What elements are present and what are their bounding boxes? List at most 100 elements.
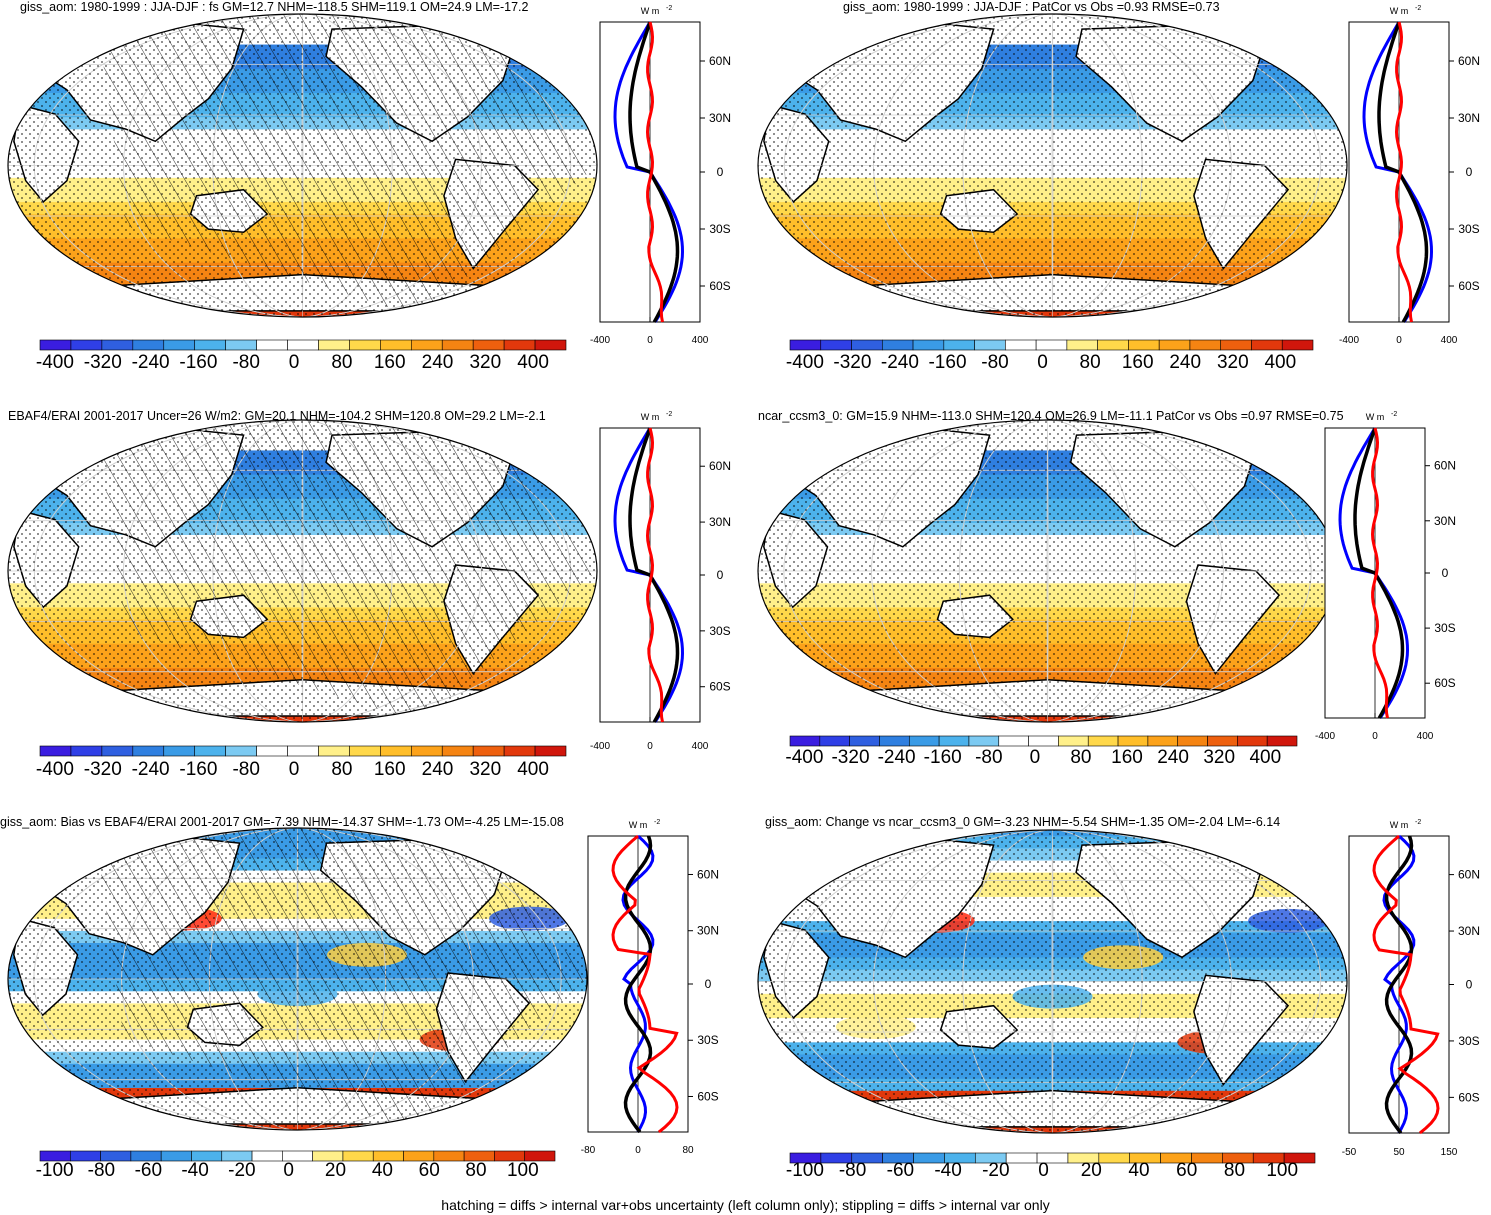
colorbar-swatch bbox=[70, 745, 103, 757]
zonal-curve-black bbox=[1353, 427, 1405, 719]
colorbar-label: -400 bbox=[36, 759, 74, 780]
colorbar-swatch bbox=[974, 339, 1006, 351]
colorbar-swatch bbox=[163, 745, 196, 757]
stipple-overlay bbox=[758, 420, 1337, 722]
colorbar-swatch bbox=[349, 745, 381, 757]
x-tick-label: -400 bbox=[1339, 335, 1359, 346]
colorbar-label: 0 bbox=[1038, 1160, 1049, 1181]
colorbar-label: 0 bbox=[289, 352, 300, 373]
zonal-curve-black bbox=[1384, 835, 1414, 1135]
colorbar-label: 240 bbox=[422, 352, 454, 373]
colorbar-label: -40 bbox=[181, 1160, 208, 1181]
colorbar-label: 80 bbox=[331, 759, 352, 780]
stipple-overlay bbox=[758, 14, 1347, 317]
colorbar-label: 60 bbox=[1176, 1160, 1197, 1181]
lat-tick-label: 60S bbox=[709, 279, 730, 293]
colorbar-swatch bbox=[1207, 735, 1238, 747]
colorbar-swatch bbox=[70, 339, 103, 351]
zonal-unit-exponent: -2 bbox=[666, 411, 672, 418]
colorbar-swatch bbox=[534, 339, 567, 351]
colorbar-3: -400 -320 -240 -160 -80 0 80 160 240 320 400 bbox=[36, 745, 567, 780]
colorbar-swatch bbox=[441, 339, 474, 351]
x-tick-label: 150 bbox=[1441, 1147, 1458, 1158]
colorbar-swatch bbox=[503, 339, 536, 351]
colorbar-label: 320 bbox=[469, 759, 501, 780]
zonal-curve-red bbox=[611, 834, 679, 1134]
colorbar-swatch bbox=[132, 339, 165, 351]
colorbar-label: 320 bbox=[1203, 747, 1235, 768]
colorbar-swatch bbox=[1028, 735, 1059, 747]
lat-tick-label: 0 bbox=[705, 977, 712, 991]
zonal-unit-exponent: -2 bbox=[1415, 819, 1421, 826]
colorbar-1: -400 -320 -240 -160 -80 0 80 160 240 320 400 bbox=[36, 339, 567, 373]
colorbar-swatch bbox=[1005, 1152, 1038, 1164]
panel-5: giss_aom: Bias vs EBAF4/ERAI 2001-2017 G… bbox=[0, 810, 745, 1195]
colorbar-swatch bbox=[881, 339, 914, 351]
panel-title: giss_aom: Bias vs EBAF4/ERAI 2001-2017 G… bbox=[0, 815, 564, 829]
zonal-mean-plot-3: W m -2 60N 30N 0 30S 60S -400 0 400 bbox=[590, 411, 731, 752]
lat-tick-label: 30N bbox=[1458, 111, 1480, 125]
colorbar-label: 160 bbox=[1111, 747, 1143, 768]
map-panel-5 bbox=[7, 827, 588, 1131]
x-tick-label: -400 bbox=[590, 741, 610, 752]
zonal-mean-plot-2: W m -2 60N 30N 0 30S 60S -400 0 400 bbox=[1339, 5, 1480, 346]
colorbar-label: 80 bbox=[465, 1160, 486, 1181]
colorbar-swatch bbox=[1087, 735, 1119, 747]
zonal-curve-black bbox=[628, 21, 680, 323]
colorbar-swatch bbox=[1098, 1152, 1131, 1164]
colorbar-label: 400 bbox=[517, 759, 549, 780]
colorbar-swatch bbox=[132, 745, 165, 757]
zonal-curve-red bbox=[1372, 834, 1440, 1135]
colorbar-swatch bbox=[410, 745, 443, 757]
colorbar-label: 80 bbox=[1224, 1160, 1245, 1181]
lat-tick-label: 60S bbox=[1458, 1090, 1479, 1104]
colorbar-swatch bbox=[256, 745, 288, 757]
colorbar-label: -20 bbox=[228, 1160, 255, 1181]
x-tick-label: -400 bbox=[590, 335, 610, 346]
zonal-unit-exponent: -2 bbox=[666, 5, 672, 12]
colorbar-6: -100 -80 -60 -40 -20 0 20 40 60 80 100 bbox=[786, 1152, 1316, 1181]
colorbar-label: -400 bbox=[36, 352, 74, 373]
colorbar-label: 400 bbox=[517, 352, 549, 373]
x-tick-label: 400 bbox=[1417, 731, 1434, 742]
colorbar-label: 60 bbox=[419, 1160, 440, 1181]
zonal-mean-plot-1: W m -2 60N 30N 0 30S 60S -400 0 400 bbox=[590, 5, 731, 346]
colorbar-swatch bbox=[380, 745, 412, 757]
colorbar-swatch bbox=[318, 745, 350, 757]
colorbar-swatch bbox=[1251, 339, 1283, 351]
x-tick-label: 400 bbox=[692, 335, 709, 346]
zonal-mean-plot-4: W m -2 60N 30N 0 30S 60S -400 0 400 bbox=[1315, 411, 1456, 742]
colorbar-label: 40 bbox=[372, 1160, 393, 1181]
x-tick-label: -80 bbox=[581, 1145, 596, 1156]
x-tick-label: -50 bbox=[1342, 1147, 1357, 1158]
map-panel-1 bbox=[7, 13, 598, 318]
colorbar-label: -20 bbox=[982, 1160, 1009, 1181]
colorbar-swatch bbox=[908, 735, 940, 747]
lat-tick-label: 0 bbox=[1466, 165, 1473, 179]
colorbar-swatch bbox=[1158, 339, 1191, 351]
colorbar-swatch bbox=[194, 339, 226, 351]
colorbar-label: 240 bbox=[1169, 352, 1201, 373]
lat-tick-label: 30S bbox=[709, 624, 730, 638]
colorbar-swatch bbox=[101, 339, 134, 351]
lat-tick-label: 60N bbox=[1434, 459, 1456, 473]
colorbar-swatch bbox=[349, 339, 381, 351]
x-tick-label: 80 bbox=[682, 1145, 694, 1156]
zonal-unit: W m bbox=[1390, 820, 1409, 830]
zonal-curve-red bbox=[1370, 427, 1389, 719]
lat-tick-label: 30N bbox=[709, 515, 731, 529]
zonal-curve-black bbox=[628, 427, 680, 723]
hatch-overlay bbox=[94, 828, 587, 1130]
map-panel-6 bbox=[757, 829, 1348, 1134]
colorbar-swatch bbox=[1220, 339, 1252, 351]
colorbar-label: 40 bbox=[1128, 1160, 1149, 1181]
lat-tick-label: 60N bbox=[1458, 54, 1480, 68]
colorbar-label: -160 bbox=[179, 759, 217, 780]
colorbar-swatch bbox=[1117, 735, 1149, 747]
colorbar-swatch bbox=[789, 735, 821, 747]
colorbar-swatch bbox=[820, 339, 852, 351]
colorbar-label: 20 bbox=[325, 1160, 346, 1181]
colorbar-label: -240 bbox=[881, 352, 919, 373]
colorbar-5: -100 -80 -60 -40 -20 0 20 40 60 80 100 bbox=[36, 1150, 556, 1181]
x-tick-label: 0 bbox=[1372, 731, 1378, 742]
